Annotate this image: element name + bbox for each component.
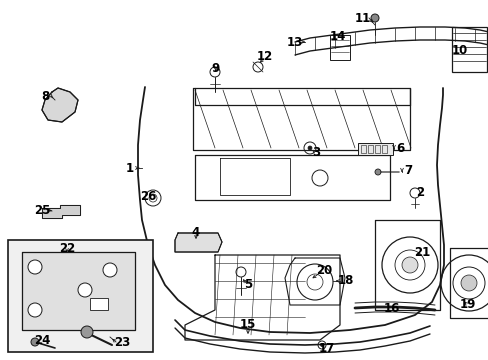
Circle shape xyxy=(370,14,378,22)
Circle shape xyxy=(307,146,311,150)
Text: 9: 9 xyxy=(211,62,220,75)
Polygon shape xyxy=(175,233,222,252)
Circle shape xyxy=(103,263,117,277)
Text: 17: 17 xyxy=(318,342,334,355)
Circle shape xyxy=(320,343,323,346)
Text: 18: 18 xyxy=(337,274,353,288)
Text: 20: 20 xyxy=(315,264,331,276)
Text: 10: 10 xyxy=(451,44,467,57)
Bar xyxy=(90,298,108,310)
Text: 25: 25 xyxy=(34,203,50,216)
Polygon shape xyxy=(22,252,135,330)
Text: 15: 15 xyxy=(239,319,256,332)
Text: 24: 24 xyxy=(34,333,50,346)
Bar xyxy=(329,35,349,60)
Circle shape xyxy=(78,283,92,297)
Bar xyxy=(367,145,372,153)
Circle shape xyxy=(81,326,93,338)
Bar xyxy=(451,27,486,72)
Text: 14: 14 xyxy=(329,31,346,44)
Text: 19: 19 xyxy=(459,298,475,311)
Text: 12: 12 xyxy=(256,50,273,63)
Bar xyxy=(357,143,392,155)
Circle shape xyxy=(28,260,42,274)
Text: 1: 1 xyxy=(126,162,134,175)
Polygon shape xyxy=(42,88,78,122)
Text: 5: 5 xyxy=(244,279,252,292)
Text: 22: 22 xyxy=(59,242,75,255)
Text: 23: 23 xyxy=(114,336,130,348)
Circle shape xyxy=(374,169,380,175)
Text: 16: 16 xyxy=(383,302,399,315)
Circle shape xyxy=(401,257,417,273)
Text: 4: 4 xyxy=(191,225,200,238)
Text: 26: 26 xyxy=(140,189,156,202)
Text: 8: 8 xyxy=(41,90,49,103)
Circle shape xyxy=(460,275,476,291)
Text: 13: 13 xyxy=(286,36,303,49)
Bar xyxy=(374,145,379,153)
Text: 7: 7 xyxy=(403,165,411,177)
Bar xyxy=(360,145,365,153)
Text: 21: 21 xyxy=(413,246,429,258)
Text: 11: 11 xyxy=(354,12,370,24)
Text: 6: 6 xyxy=(395,141,403,154)
Circle shape xyxy=(31,338,39,346)
Bar xyxy=(8,240,153,352)
Polygon shape xyxy=(42,205,80,218)
Bar xyxy=(381,145,386,153)
Text: 3: 3 xyxy=(311,147,320,159)
Text: 2: 2 xyxy=(415,186,423,199)
Circle shape xyxy=(28,303,42,317)
